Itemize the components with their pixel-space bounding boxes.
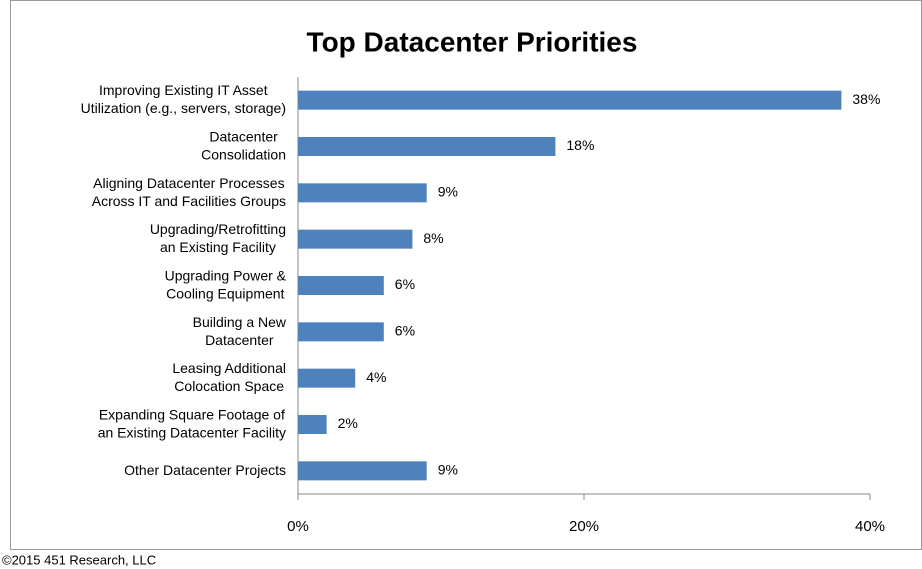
bar	[298, 183, 427, 203]
value-label: 18%	[566, 137, 594, 153]
bar	[298, 90, 842, 110]
category-label: Other Datacenter Projects	[124, 462, 286, 478]
bar	[298, 137, 556, 156]
value-label: 6%	[395, 323, 415, 339]
bar	[298, 229, 413, 249]
chart-title: Top Datacenter Priorities	[307, 26, 638, 57]
x-tick-label: 40%	[855, 518, 885, 535]
value-label: 2%	[338, 415, 358, 431]
category-label: Upgrading/Retrofitting an Existing Facili…	[150, 221, 286, 255]
value-label: 8%	[423, 230, 443, 246]
category-label: Improving Existing IT Asset Utilization (…	[81, 82, 286, 116]
value-label: 4%	[366, 369, 386, 385]
bar	[298, 276, 384, 295]
bar	[298, 461, 427, 481]
category-label: Upgrading Power & Cooling Equipment	[165, 267, 287, 301]
category-label: Leasing Additional Colocation Space	[172, 360, 286, 394]
bar	[298, 368, 356, 388]
value-label: 9%	[438, 462, 458, 478]
bar	[298, 415, 327, 434]
value-label: 6%	[395, 276, 415, 292]
footer: ©2015 451 Research, LLC	[2, 552, 156, 567]
category-label: Aligning Datacenter Processes Across IT a…	[92, 175, 286, 209]
bar	[298, 322, 384, 342]
value-label: 9%	[438, 184, 458, 200]
x-tick-label: 0%	[287, 518, 309, 535]
category-label: Building a New Datacenter	[193, 314, 287, 348]
category-label: Expanding Square Footage of an Existing D…	[98, 406, 286, 440]
x-tick-label: 20%	[569, 518, 599, 535]
category-label: Datacenter Consolidation	[201, 128, 286, 162]
value-label: 38%	[852, 91, 880, 107]
